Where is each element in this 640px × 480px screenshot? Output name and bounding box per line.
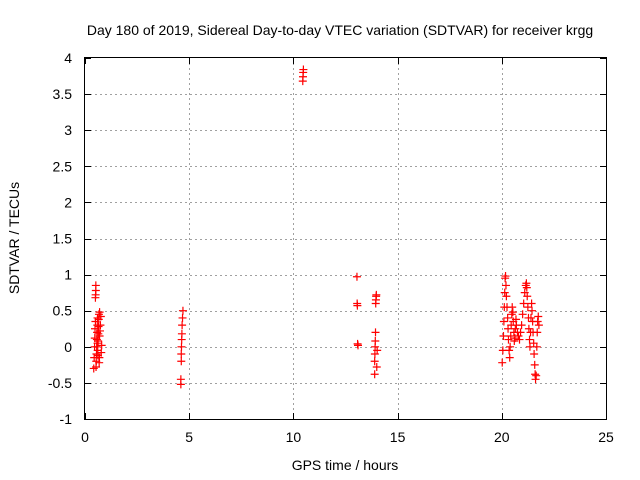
y-tick-label: 0 [64,339,72,355]
y-tick-label: 2.5 [53,158,73,174]
data-point [94,337,103,346]
data-point [370,357,379,366]
data-point [95,308,104,317]
data-point [530,360,539,369]
data-point [96,321,105,330]
data-point [532,371,541,380]
data-points [89,65,543,389]
chart-title: Day 180 of 2019, Sidereal Day-to-day VTE… [87,22,593,38]
x-tick-label: 5 [185,429,193,445]
data-point [95,353,104,362]
grid-layer [85,58,606,419]
data-point [371,328,380,337]
data-point [534,312,543,321]
data-point [499,331,508,340]
data-point [177,350,186,359]
data-point [498,358,507,367]
data-point [354,341,363,350]
x-tick-label: 10 [286,429,302,445]
data-point [502,292,511,301]
data-point [91,281,100,290]
y-tick-label: 3.5 [53,86,73,102]
data-point [92,342,101,351]
data-point [177,329,186,338]
data-point [501,281,510,290]
data-point [519,299,528,308]
data-point [372,363,381,372]
y-tick-label: 1.5 [53,231,73,247]
data-point [505,346,514,355]
data-point [178,313,187,322]
data-point [96,312,105,321]
data-point [530,350,539,359]
data-point [97,348,106,357]
data-point [532,342,541,351]
data-point [299,65,308,74]
data-point [526,313,535,322]
data-point [370,370,379,379]
y-tick-labels: -1 -0.5 0 0.5 1 1.5 2 2.5 3 3.5 4 [48,50,72,427]
y-tick-label: 3 [64,122,72,138]
data-point [508,303,517,312]
data-point [176,375,185,384]
y-tick-label: 0.5 [53,303,73,319]
data-point [505,353,514,362]
data-point [525,335,534,344]
y-tick-label: -0.5 [48,375,72,391]
y-tick-label: 1 [64,267,72,283]
data-point [506,342,515,351]
data-point [533,328,542,337]
data-point [508,308,517,317]
data-point [518,310,527,319]
x-tick-label: 0 [81,429,89,445]
data-point [501,272,510,281]
data-point [177,357,186,366]
data-point [523,303,532,312]
data-point [177,342,186,351]
data-point [372,290,381,299]
data-point [93,313,102,322]
data-point [517,321,526,330]
data-point [499,317,508,326]
data-point [534,321,543,330]
data-point [371,337,380,346]
x-tick-label: 20 [494,429,510,445]
x-tick-labels: 0 5 10 15 20 25 [81,429,614,445]
plot-frame [84,57,607,420]
data-point [516,328,525,337]
y-axis-label: SDTVAR / TECUs [6,182,22,294]
data-point [524,324,533,333]
y-tick-label: 2 [64,194,72,210]
data-point [515,335,524,344]
data-point [94,322,103,331]
data-point [522,283,531,292]
y-tick-label: 4 [64,50,72,66]
y-tick-label: -1 [60,411,73,427]
data-point [500,288,509,297]
data-point [523,292,532,301]
data-point [373,346,382,355]
data-point [97,341,106,350]
data-point [503,313,512,322]
data-point [528,306,537,315]
x-tick-label: 15 [390,429,406,445]
x-axis-label: GPS time / hours [292,457,399,473]
x-tick-label: 25 [598,429,614,445]
data-point [527,299,536,308]
data-point [352,272,361,281]
data-point [353,301,362,310]
data-point [531,375,540,384]
data-point [525,342,534,351]
data-point [178,321,187,330]
data-point [533,317,542,326]
data-point [178,306,187,315]
